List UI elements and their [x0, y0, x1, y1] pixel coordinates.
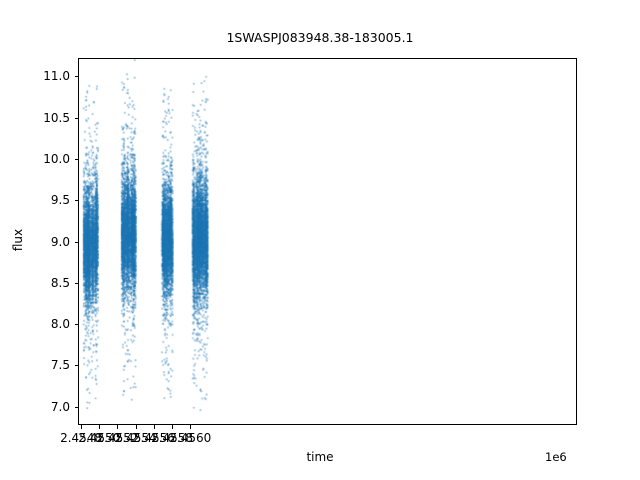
y-tick-label: 8.5 — [50, 275, 70, 290]
y-tick-label: 9.0 — [50, 234, 70, 249]
x-tick-label: 2.4552 — [96, 431, 139, 445]
x-tick-mark — [153, 425, 155, 429]
scatter-points-layer — [79, 59, 576, 424]
y-tick-label: 7.5 — [50, 358, 70, 373]
y-tick-mark — [74, 241, 78, 243]
y-tick-mark — [74, 117, 78, 119]
y-tick-mark — [74, 406, 78, 408]
x-tick-mark — [190, 425, 192, 429]
x-axis-offset-text: 1e6 — [545, 450, 567, 464]
x-tick-label: 2.4558 — [151, 431, 194, 445]
y-tick-label: 7.0 — [50, 399, 70, 414]
x-tick-mark — [81, 425, 83, 429]
x-tick-mark — [172, 425, 174, 429]
x-tick-label: 2.4560 — [169, 431, 212, 445]
y-tick-mark — [74, 324, 78, 326]
y-tick-label: 8.0 — [50, 317, 70, 332]
plot-axes-area — [78, 58, 577, 425]
x-tick-mark — [117, 425, 119, 429]
x-tick-label: 2.4556 — [132, 431, 175, 445]
x-tick-mark — [135, 425, 137, 429]
x-axis-label: time — [306, 450, 334, 464]
y-tick-mark — [74, 282, 78, 284]
y-tick-mark — [74, 200, 78, 202]
y-tick-label: 10.5 — [43, 110, 70, 125]
y-axis-label-text: flux — [10, 228, 25, 252]
x-tick-mark — [99, 425, 101, 429]
y-tick-label: 10.0 — [43, 151, 70, 166]
y-tick-mark — [74, 76, 78, 78]
x-tick-label: 2.4554 — [114, 431, 157, 445]
y-tick-label: 9.5 — [50, 193, 70, 208]
y-tick-mark — [74, 365, 78, 367]
page-title: 1SWASPJ083948.38-183005.1 — [226, 30, 414, 45]
x-tick-label: 2.4548 — [60, 431, 103, 445]
y-axis-label: flux — [0, 0, 40, 480]
y-tick-label: 11.0 — [43, 69, 70, 84]
y-tick-mark — [74, 158, 78, 160]
x-tick-label: 2.4550 — [78, 431, 121, 445]
